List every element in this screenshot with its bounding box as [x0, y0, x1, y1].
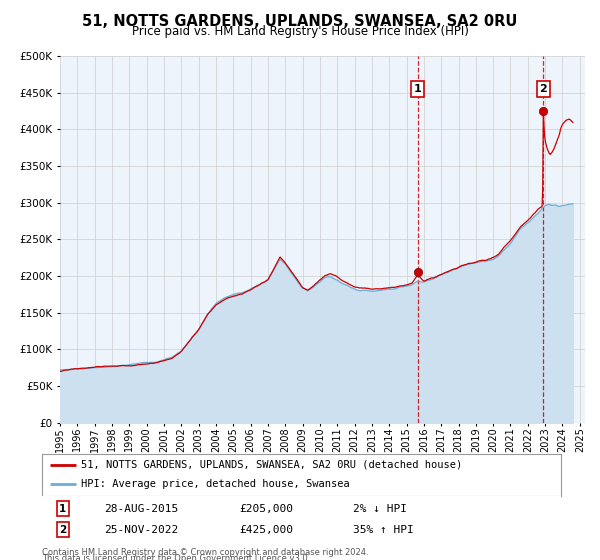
Text: 2: 2	[59, 525, 67, 535]
Text: Contains HM Land Registry data © Crown copyright and database right 2024.: Contains HM Land Registry data © Crown c…	[42, 548, 368, 557]
Text: This data is licensed under the Open Government Licence v3.0.: This data is licensed under the Open Gov…	[42, 554, 310, 560]
Text: Price paid vs. HM Land Registry's House Price Index (HPI): Price paid vs. HM Land Registry's House …	[131, 25, 469, 38]
Text: £205,000: £205,000	[239, 503, 293, 514]
Text: 51, NOTTS GARDENS, UPLANDS, SWANSEA, SA2 0RU (detached house): 51, NOTTS GARDENS, UPLANDS, SWANSEA, SA2…	[81, 460, 462, 470]
Text: 1: 1	[59, 503, 67, 514]
Text: 51, NOTTS GARDENS, UPLANDS, SWANSEA, SA2 0RU: 51, NOTTS GARDENS, UPLANDS, SWANSEA, SA2…	[82, 14, 518, 29]
Text: £425,000: £425,000	[239, 525, 293, 535]
Text: 35% ↑ HPI: 35% ↑ HPI	[353, 525, 414, 535]
Text: 28-AUG-2015: 28-AUG-2015	[104, 503, 179, 514]
Text: 2: 2	[539, 84, 547, 94]
Text: HPI: Average price, detached house, Swansea: HPI: Average price, detached house, Swan…	[81, 479, 350, 489]
Text: 2% ↓ HPI: 2% ↓ HPI	[353, 503, 407, 514]
Text: 1: 1	[414, 84, 422, 94]
Text: 25-NOV-2022: 25-NOV-2022	[104, 525, 179, 535]
